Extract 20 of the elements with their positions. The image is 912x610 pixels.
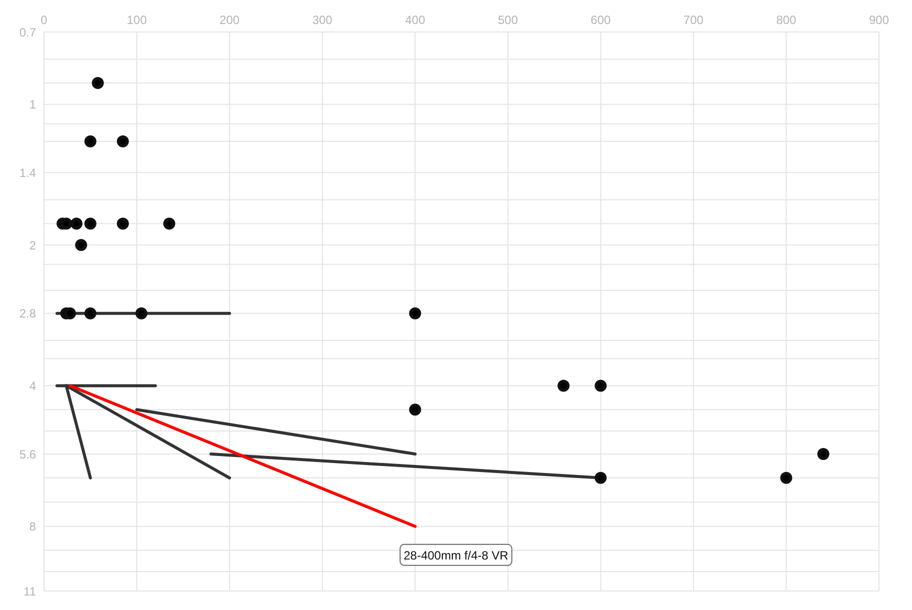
y-tick-label: 2 bbox=[29, 238, 36, 252]
text: 28-400mm f/4-8 VR bbox=[404, 548, 509, 562]
y-tick-label: 1.4 bbox=[19, 166, 36, 180]
x-tick-label: 0 bbox=[40, 13, 48, 27]
y-tick-label: 8 bbox=[29, 520, 36, 534]
y-tick-label: 4 bbox=[29, 378, 36, 393]
y-tick-label: 0.7 bbox=[19, 25, 36, 40]
y-tick-label: 5.6 bbox=[19, 447, 36, 462]
x-tick-label: 200 bbox=[220, 13, 240, 27]
x-tick-label: 300 bbox=[312, 13, 333, 27]
x-tick-label: 400 bbox=[405, 13, 426, 27]
x-tick-label: 500 bbox=[498, 13, 518, 27]
y-tick-label: 2.8 bbox=[19, 306, 36, 321]
y-tick-label: 1 bbox=[29, 98, 36, 112]
x-tick-label: 900 bbox=[868, 13, 890, 27]
x-tick-label: 800 bbox=[776, 13, 797, 27]
y-tick-label: 11 bbox=[24, 584, 36, 598]
x-tick-label: 100 bbox=[126, 13, 148, 27]
x-tick-label: 700 bbox=[683, 13, 704, 27]
x-tick-label: 600 bbox=[590, 13, 611, 27]
